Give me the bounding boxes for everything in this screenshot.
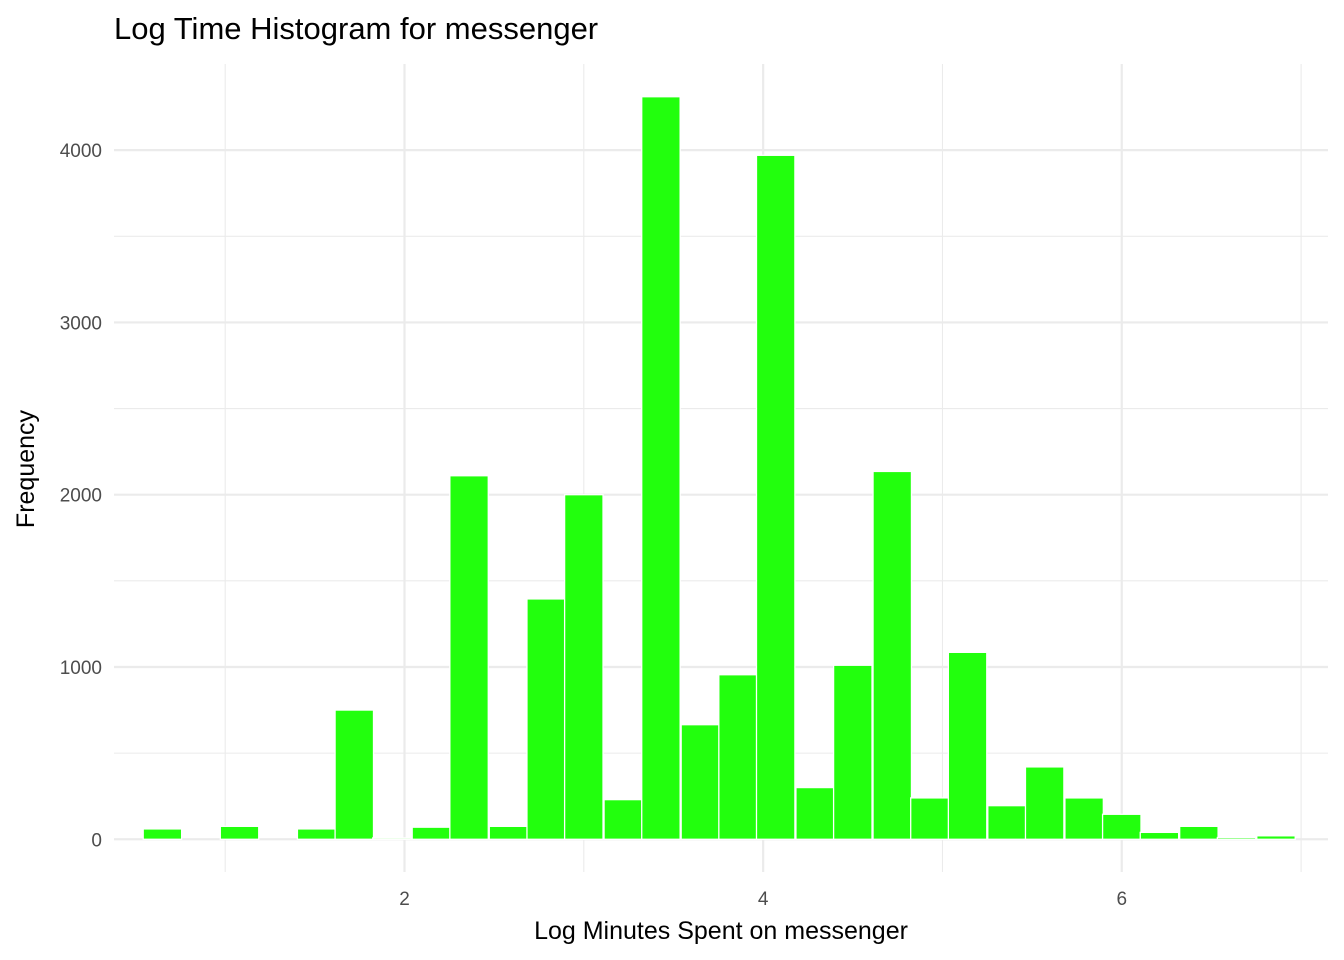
y-axis-ticks: 0 1000 2000 3000 4000 xyxy=(60,141,102,851)
histogram-bar xyxy=(718,674,758,840)
histogram-bar xyxy=(142,828,183,840)
chart-title: Log Time Histogram for messenger xyxy=(114,11,598,46)
histogram-bar xyxy=(372,837,412,840)
y-tick-label: 1000 xyxy=(60,658,102,679)
histogram-bar xyxy=(1024,766,1065,840)
x-tick-label: 4 xyxy=(758,889,769,910)
histogram-bar xyxy=(832,664,873,840)
histogram-bar xyxy=(219,825,260,840)
histogram-bar xyxy=(680,724,721,840)
y-tick-label: 4000 xyxy=(60,141,102,162)
histogram-bar xyxy=(641,96,681,840)
histogram-bar xyxy=(947,651,988,840)
x-tick-label: 6 xyxy=(1116,889,1127,910)
y-tick-label: 3000 xyxy=(60,313,102,334)
bars xyxy=(142,96,1296,840)
histogram-bar xyxy=(1064,797,1104,840)
x-tick-label: 2 xyxy=(399,889,410,910)
histogram-bar xyxy=(1101,813,1142,840)
histogram-bar xyxy=(1216,836,1257,840)
histogram-bar xyxy=(334,709,375,840)
histogram-bar xyxy=(296,828,337,840)
histogram-bar xyxy=(1256,835,1296,840)
x-axis-title: Log Minutes Spent on messenger xyxy=(534,917,908,945)
histogram-bar xyxy=(1179,825,1219,840)
histogram-bar xyxy=(910,797,950,840)
histogram-bar xyxy=(563,494,604,840)
histogram-bar xyxy=(411,826,452,840)
y-tick-label: 0 xyxy=(91,830,102,851)
histogram-bar xyxy=(1139,831,1180,840)
histogram-bar xyxy=(795,786,835,840)
histogram-bar xyxy=(488,825,529,840)
histogram-bar xyxy=(449,475,489,840)
histogram-bar xyxy=(603,798,644,840)
y-axis-title: Frequency xyxy=(12,409,40,528)
x-axis-ticks: 2 4 6 xyxy=(399,889,1127,910)
histogram-bar xyxy=(755,154,796,840)
y-tick-label: 2000 xyxy=(60,486,102,507)
histogram-bar xyxy=(526,598,567,840)
histogram-bar xyxy=(872,470,913,840)
histogram-bar xyxy=(987,805,1027,840)
